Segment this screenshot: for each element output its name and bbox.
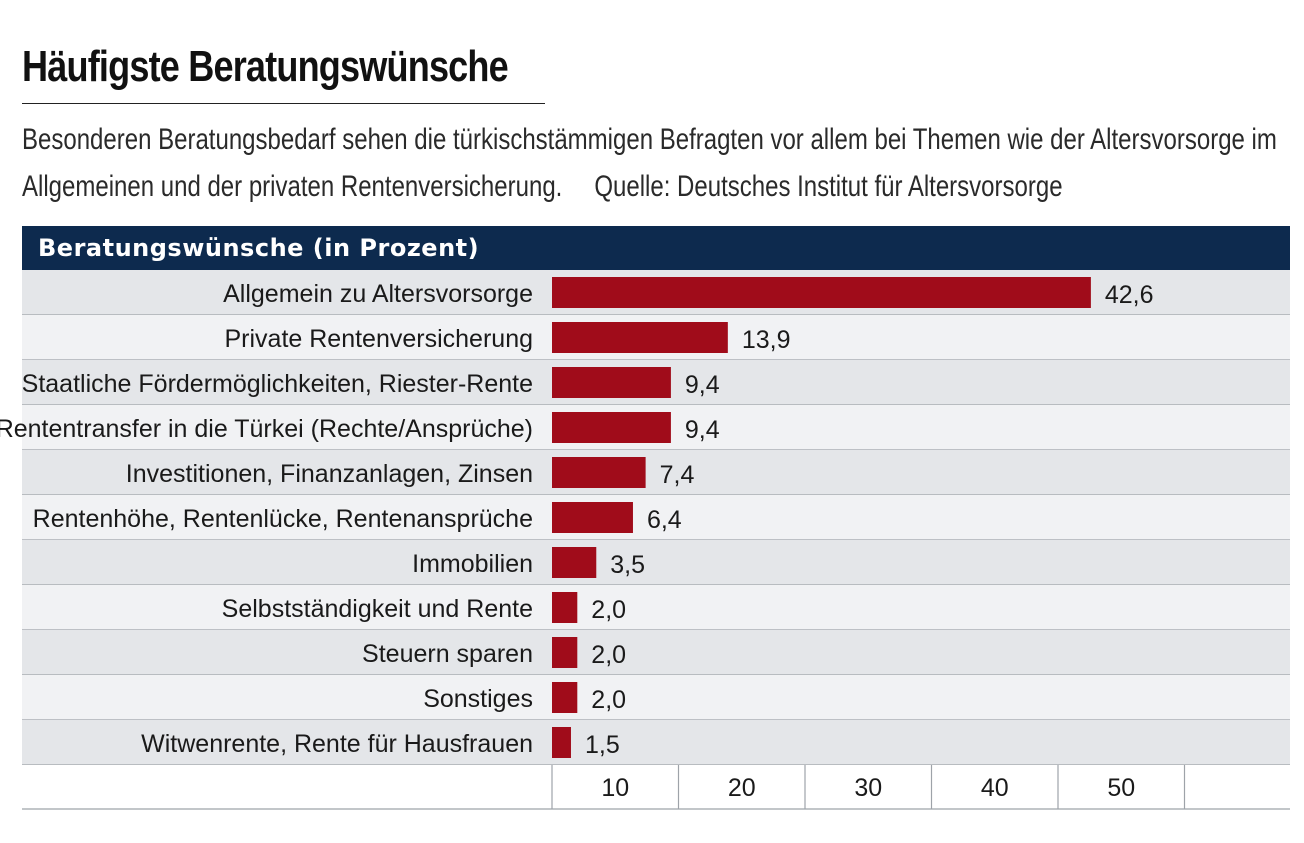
value-label: 9,4: [685, 371, 720, 399]
value-label: 2,0: [591, 686, 626, 714]
value-label: 1,5: [585, 731, 620, 759]
row-background: [22, 450, 1290, 495]
row-background: [22, 630, 1290, 675]
bar: [552, 502, 633, 533]
x-tick-label: 10: [601, 774, 629, 802]
category-label: Sonstiges: [423, 685, 533, 713]
bar: [552, 412, 671, 443]
bar: [552, 592, 578, 623]
value-label: 3,5: [610, 551, 645, 579]
x-tick-label: 40: [981, 774, 1009, 802]
bar: [552, 682, 578, 713]
row-background: [22, 495, 1290, 540]
row-background: [22, 675, 1290, 720]
x-tick-label: 30: [854, 774, 882, 802]
x-tick-label: 20: [728, 774, 756, 802]
value-label: 7,4: [660, 461, 695, 489]
bar: [552, 727, 571, 758]
bar: [552, 322, 728, 353]
x-tick-label: 50: [1107, 774, 1135, 802]
axis-row-background: [22, 765, 1290, 809]
source-note: Quelle: Deutsches Institut für Altersvor…: [594, 170, 1063, 203]
bar: [552, 457, 646, 488]
category-label: Steuern sparen: [362, 640, 533, 668]
value-label: 2,0: [591, 641, 626, 669]
chart-header-bar: [22, 226, 1290, 270]
subtitle-line-1: Besonderen Beratungsbedarf sehen die tür…: [22, 123, 1277, 156]
category-label: Private Rentenversicherung: [225, 325, 534, 353]
category-label: Rententransfer in die Türkei (Rechte/Ans…: [0, 415, 533, 443]
value-label: 42,6: [1105, 281, 1154, 309]
x-axis: 10 20 30 40 50: [22, 765, 1290, 810]
subtitle-text-2: Allgemeinen und der privaten Rentenversi…: [22, 170, 563, 203]
row-background: [22, 720, 1290, 765]
value-label: 9,4: [685, 416, 720, 444]
value-label: 2,0: [591, 596, 626, 624]
subtitle-line-2: Allgemeinen und der privaten Rentenversi…: [22, 170, 1063, 204]
chart-header-text: Beratungswünsche (in Prozent): [38, 234, 479, 262]
title-rule: [22, 103, 545, 104]
value-label: 13,9: [742, 326, 791, 354]
category-label: Rentenhöhe, Rentenlücke, Rentenansprüche: [33, 505, 533, 533]
bar: [552, 637, 578, 668]
chart-title: Häufigste Beratungswünsche: [22, 42, 509, 91]
value-label: 6,4: [647, 506, 682, 534]
category-label: Immobilien: [412, 550, 533, 578]
bar: [552, 367, 671, 398]
bar: [552, 277, 1091, 308]
row-background: [22, 585, 1290, 630]
category-label: Selbstständigkeit und Rente: [222, 595, 533, 623]
category-label: Investitionen, Finanzanlagen, Zinsen: [126, 460, 533, 488]
bars: Allgemein zu Altersvorsorge 42,6 Private R…: [0, 277, 1154, 759]
bar: [552, 547, 597, 578]
category-label: Witwenrente, Rente für Hausfrauen: [141, 730, 533, 758]
row-background: [22, 540, 1290, 585]
category-label: Allgemein zu Altersvorsorge: [223, 280, 533, 308]
category-label: Staatliche Fördermöglichkeiten, Riester-…: [22, 370, 533, 398]
